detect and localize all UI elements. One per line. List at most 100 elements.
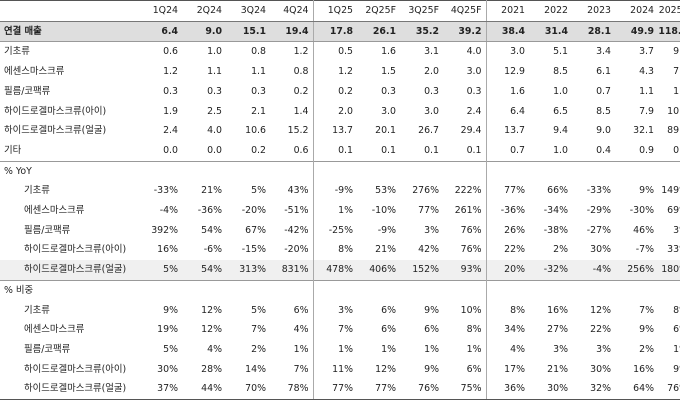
value-cell: 222%	[443, 181, 487, 202]
value-cell: 31.4	[529, 21, 572, 43]
value-cell: 6.5	[553, 105, 568, 117]
value-cell: 1%	[270, 339, 314, 360]
value-cell: 1.6	[381, 46, 396, 58]
value-cell: 0.7	[596, 85, 611, 97]
value-cell: 0.8	[251, 46, 266, 58]
value-cell: -20%	[270, 240, 314, 261]
row-label: 에센스마스크류	[24, 324, 85, 336]
table-row: 필름/코팩류 0.3 0.3 0.3 0.2 0.2 0.3 0.3 0.3 1.6 1.0 0.7 1…	[0, 81, 680, 102]
empty-cell	[486, 160, 529, 182]
value-cell: 2.0	[338, 105, 353, 117]
section-title-row: % 비중	[0, 279, 680, 301]
empty-cell	[357, 279, 400, 301]
value-cell: -38%	[543, 224, 568, 236]
value-cell: 0.4	[673, 144, 680, 156]
value-cell: 7%	[338, 324, 353, 336]
value-cell: 1%	[673, 343, 680, 355]
value-cell: 15.1	[226, 21, 270, 43]
row-label: 기초류	[4, 46, 30, 58]
value-cell: 1.4	[270, 101, 314, 122]
empty-cell	[226, 279, 270, 301]
section-title: % YoY	[0, 160, 138, 182]
value-cell: 0.1	[338, 144, 353, 156]
value-cell: 6%	[381, 304, 396, 316]
value-cell: 5%	[163, 343, 178, 355]
value-cell: 21%	[375, 244, 396, 256]
value-cell: 13.7	[332, 125, 353, 137]
value-cell: -9%	[377, 224, 396, 236]
table-row: 필름/코팩류 392% 54% 67% -42% -25% -9% 3% 76% 26% -38% -…	[0, 220, 680, 241]
value-cell: 11%	[332, 363, 353, 375]
table-row: 기타 0.0 0.0 0.2 0.6 0.1 0.1 0.1 0.1 0.7 1.0 0.4 0.9 0.…	[0, 140, 680, 162]
value-cell: 5%	[251, 304, 266, 316]
value-cell: 0.5	[338, 46, 353, 58]
value-cell: 20.1	[375, 125, 396, 137]
row-label: 기초류	[24, 304, 50, 316]
value-cell: 7%	[270, 359, 314, 380]
value-cell: 2%	[251, 343, 266, 355]
header-label-cell	[0, 0, 138, 22]
value-cell: 76%	[400, 379, 443, 401]
table-row: 기초류 -33% 21% 5% 43% -9% 53% 276% 222% 77% 66% -33% 9…	[0, 181, 680, 202]
value-cell: 36%	[486, 379, 529, 401]
value-cell: 9%	[424, 304, 439, 316]
value-cell: 1.1	[251, 66, 266, 78]
table-row: 하이드로겔마스크류(아이) 30% 28% 14% 7% 11% 12% 9% 6% 17% 21%…	[0, 359, 680, 380]
value-cell: -33%	[153, 185, 178, 197]
value-cell: 75%	[443, 379, 487, 401]
value-cell: 12%	[201, 324, 222, 336]
empty-cell	[658, 279, 680, 301]
value-cell: -33%	[586, 185, 611, 197]
value-cell: 42%	[418, 244, 439, 256]
empty-cell	[357, 160, 400, 182]
empty-cell	[615, 279, 658, 301]
value-cell: 7%	[251, 324, 266, 336]
value-cell: 4.0	[443, 41, 487, 63]
header-cell: 3Q24	[226, 0, 270, 22]
value-cell: 76%	[658, 379, 680, 401]
value-cell: 12%	[590, 304, 611, 316]
value-cell: 34%	[504, 324, 525, 336]
value-cell: 9%	[424, 363, 439, 375]
value-cell: 49.9	[615, 21, 658, 43]
value-cell: 6%	[424, 324, 439, 336]
value-cell: 2%	[639, 343, 654, 355]
value-cell: 0.8	[270, 62, 314, 82]
value-cell: 4.0	[207, 125, 222, 137]
row-label: 하이드로겔마스크류(얼굴)	[0, 379, 138, 401]
value-cell: 0.6	[270, 140, 314, 162]
value-cell: 30%	[157, 363, 178, 375]
row-label: 필름/코팩류	[24, 224, 71, 236]
value-cell: 77%	[357, 379, 400, 401]
empty-cell	[182, 279, 226, 301]
value-cell: 3%	[596, 343, 611, 355]
value-cell: 8%	[673, 304, 680, 316]
header-cell: 1Q25	[313, 0, 357, 22]
value-cell: -34%	[543, 205, 568, 217]
value-cell: 2.5	[207, 105, 222, 117]
value-cell: 392%	[151, 224, 178, 236]
value-cell: 0.3	[251, 85, 266, 97]
value-cell: 5%	[251, 185, 266, 197]
value-cell: 4.3	[639, 66, 654, 78]
value-cell: 0.3	[207, 85, 222, 97]
empty-cell	[270, 279, 314, 301]
value-cell: 6.1	[596, 66, 611, 78]
empty-cell	[572, 279, 615, 301]
value-cell: 6.4	[510, 105, 525, 117]
value-cell: 8.5	[596, 105, 611, 117]
value-cell: 9.2	[673, 46, 680, 58]
value-cell: 16%	[157, 244, 178, 256]
value-cell: 4%	[207, 343, 222, 355]
value-cell: 261%	[443, 201, 487, 221]
value-cell: 5.1	[553, 46, 568, 58]
value-cell: 0.2	[270, 81, 314, 102]
value-cell: 3%	[673, 224, 680, 236]
value-cell: 21%	[201, 185, 222, 197]
value-cell: 1.6	[510, 85, 525, 97]
header-cell: 4Q24	[270, 0, 314, 22]
value-cell: 831%	[270, 260, 314, 281]
header-cell: 2024	[615, 0, 658, 22]
table-row: 기초류 0.6 1.0 0.8 1.2 0.5 1.6 3.1 4.0 3.0 5.1 3.4 3.7 9…	[0, 41, 680, 63]
